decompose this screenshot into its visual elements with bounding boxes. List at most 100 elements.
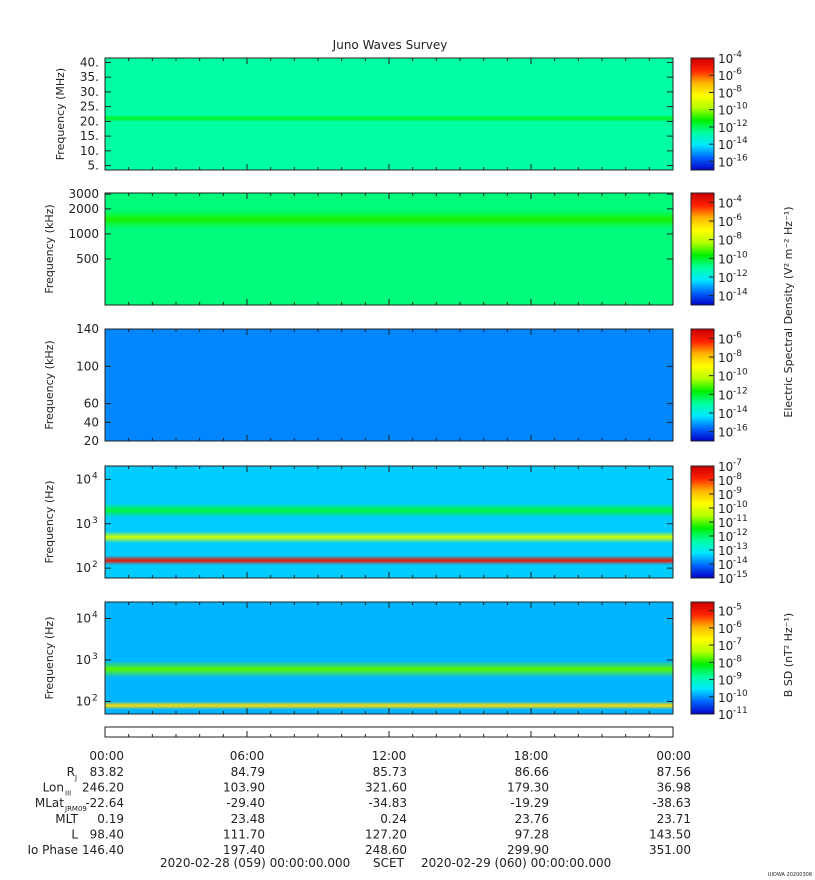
colorbar-tick-exponent: -12 — [733, 386, 748, 396]
ephemeris-value: 351.00 — [649, 843, 691, 857]
colorbar-tick-base: 10 — [718, 572, 733, 586]
colorbar-tick-base: 10 — [718, 196, 733, 210]
colorbar-tick-exponent: -4 — [733, 194, 742, 204]
colorbar-tick-base: 10 — [718, 388, 733, 402]
colorbar-tick-base: 10 — [718, 708, 733, 722]
colorbar-tick-exponent: -9 — [733, 672, 742, 682]
colorbar-tick-exponent: -5 — [733, 603, 742, 613]
y-tick-label: 60 — [84, 397, 99, 411]
ephemeris-row-subscript: III — [65, 790, 71, 798]
colorbar-tick-base: 10 — [718, 691, 733, 705]
y-tick-label: 140 — [76, 322, 99, 336]
ephemeris-value: -19.29 — [510, 796, 549, 810]
footer-scet-label: SCET — [373, 856, 405, 870]
colorbar-tick-exponent: -4 — [733, 50, 742, 60]
colorbar-gradient — [690, 57, 715, 171]
ephemeris-value: 248.60 — [365, 843, 407, 857]
ephemeris-value: 36.98 — [657, 781, 691, 795]
colorbar-tick-base: 10 — [718, 639, 733, 653]
colorbar-tick-exponent: -10 — [733, 368, 748, 378]
ephemeris-value: -34.83 — [368, 796, 407, 810]
ephemeris-row-label: Io Phase — [27, 843, 78, 857]
colorbar-tick-exponent: -14 — [733, 136, 748, 146]
colorbar-tick-base: 10 — [718, 605, 733, 619]
ephemeris-value: 146.40 — [82, 843, 124, 857]
y-tick-exponent: 3 — [92, 516, 98, 526]
colorbar-tick-base: 10 — [718, 252, 733, 266]
spectrogram-panel-3: 140 100 60 40 20 Frequency (kHz) — [43, 322, 674, 448]
y-tick-label: 20. — [80, 114, 99, 128]
colorbar-tick-exponent: -6 — [733, 67, 742, 77]
ephemeris-value: 84.79 — [231, 765, 265, 779]
colorbar-tick-base: 10 — [718, 138, 733, 152]
colorbar-tick-base: 10 — [718, 516, 733, 530]
colorbar-tick-base: 10 — [718, 234, 733, 248]
colorbar-tick-exponent: -16 — [733, 424, 748, 434]
y-tick-label: 15. — [80, 129, 99, 143]
colorbar-tick-base: 10 — [718, 370, 733, 384]
time-axis — [104, 726, 674, 738]
colorbar-tick-exponent: -8 — [733, 654, 742, 664]
colorbar-tick-base: 10 — [718, 290, 733, 304]
colorbar-tick-base: 10 — [718, 530, 733, 544]
colorbar-tick-base: 10 — [718, 426, 733, 440]
time-label: 00:00 — [656, 749, 691, 763]
colorbar-tick-base: 10 — [718, 215, 733, 229]
colorbar-tick-exponent: -8 — [733, 232, 742, 242]
y-tick-exponent: 3 — [92, 652, 98, 662]
ephemeris-value: -22.64 — [85, 796, 124, 810]
colorbar-tick-exponent: -14 — [733, 405, 748, 415]
y-tick-label: 10 — [76, 653, 91, 667]
y-tick-label: 10 — [76, 695, 91, 709]
colorbar-tick-exponent: -8 — [733, 472, 742, 482]
colorbar-gradient — [690, 328, 715, 442]
colorbar-tick-exponent: -8 — [733, 349, 742, 359]
y-tick-label: 5. — [88, 159, 99, 173]
colorbar-tick-base: 10 — [718, 86, 733, 100]
colorbar-tick-exponent: -14 — [733, 288, 748, 298]
colorbar-tick-exponent: -13 — [733, 542, 748, 552]
ephemeris-value: 111.70 — [223, 827, 265, 841]
ephemeris-value: 23.48 — [231, 812, 265, 826]
spectrogram-background — [105, 193, 673, 305]
y-tick-label: 10 — [76, 472, 91, 486]
y-tick-label: 2000 — [68, 202, 99, 216]
colorbar-title-electric: Electric Spectral Density (V² m⁻² Hz⁻¹) — [782, 206, 795, 417]
ephemeris-row-label: R — [67, 765, 75, 779]
ephemeris-value: -29.40 — [226, 796, 265, 810]
ephemeris-table: 00:00 06:00 12:00 18:00 00:00 R J 83.82 84.79 85.… — [27, 749, 691, 857]
ephemeris-value: 85.73 — [373, 765, 407, 779]
emission-band — [105, 531, 673, 544]
ephemeris-value: 83.82 — [90, 765, 124, 779]
colorbar-tick-exponent: -12 — [733, 269, 748, 279]
ephemeris-value: 179.30 — [507, 781, 549, 795]
colorbar-tick-exponent: -15 — [733, 570, 748, 580]
colorbar-tick-exponent: -16 — [733, 153, 748, 163]
y-tick-label: 10 — [76, 612, 91, 626]
colorbar-tick-base: 10 — [718, 544, 733, 558]
ephemeris-value: 197.40 — [223, 843, 265, 857]
colorbar-tick-base: 10 — [718, 155, 733, 169]
colorbar-tick-base: 10 — [718, 558, 733, 572]
y-tick-exponent: 2 — [92, 694, 98, 704]
ephemeris-value: 299.90 — [507, 843, 549, 857]
colorbar-tick-base: 10 — [718, 271, 733, 285]
y-tick-label: 40. — [80, 55, 99, 69]
corner-stamp: UIOWA 20200308 — [768, 872, 812, 878]
colorbar-tick-base: 10 — [718, 351, 733, 365]
colorbar-tick-exponent: -8 — [733, 84, 742, 94]
y-tick-label: 25. — [80, 100, 99, 114]
emission-band — [105, 114, 673, 123]
ephemeris-value: 86.66 — [515, 765, 549, 779]
colorbar-tick-exponent: -6 — [733, 213, 742, 223]
y-tick-label: 30. — [80, 85, 99, 99]
colorbar-tick-base: 10 — [718, 622, 733, 636]
ephemeris-value: 127.20 — [365, 827, 407, 841]
colorbar-tick-base: 10 — [718, 460, 733, 474]
